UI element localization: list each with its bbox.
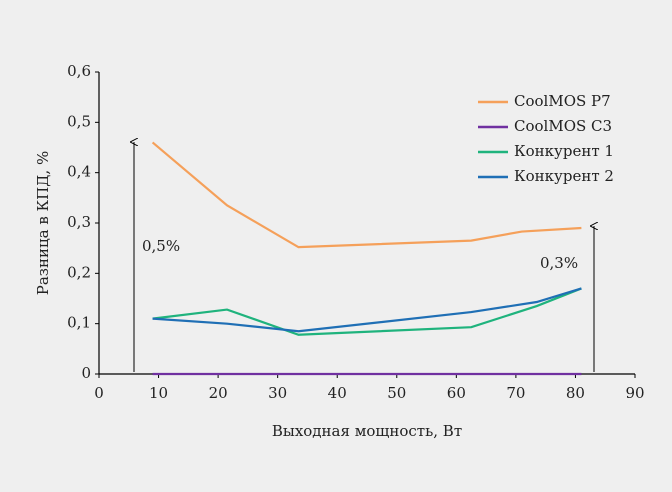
annotation: 0,5% xyxy=(142,237,180,255)
x-tick-label: 50 xyxy=(387,384,406,402)
y-tick-label: 0 xyxy=(81,364,91,382)
y-tick-label: 0,3 xyxy=(67,213,91,231)
x-tick-label: 40 xyxy=(328,384,347,402)
series-line xyxy=(152,287,582,333)
x-axis-label: Выходная мощность, Вт xyxy=(272,422,462,440)
series-line xyxy=(152,287,582,336)
legend-label: Конкурент 2 xyxy=(514,167,614,185)
y-tick-label: 0,2 xyxy=(67,263,91,281)
x-tick-label: 20 xyxy=(209,384,228,402)
y-tick-label: 0,6 xyxy=(67,62,91,80)
x-tick-label: 10 xyxy=(149,384,168,402)
series-line xyxy=(151,141,582,249)
x-tick-label: 60 xyxy=(447,384,466,402)
y-tick-label: 0,4 xyxy=(67,163,91,181)
x-tick-label: 0 xyxy=(94,384,104,402)
x-tick-label: 30 xyxy=(268,384,287,402)
x-tick-label: 90 xyxy=(625,384,644,402)
y-axis-label: Разница в КПД, % xyxy=(34,151,52,295)
x-tick-label: 70 xyxy=(506,384,525,402)
annotation: 0,3% xyxy=(540,254,578,272)
y-tick-label: 0,5 xyxy=(67,112,91,130)
legend-label: CoolMOS C3 xyxy=(514,117,612,135)
legend-label: CoolMOS P7 xyxy=(514,92,611,110)
legend-label: Конкурент 1 xyxy=(514,142,614,160)
x-tick-label: 80 xyxy=(566,384,585,402)
y-tick-label: 0,1 xyxy=(67,314,91,332)
